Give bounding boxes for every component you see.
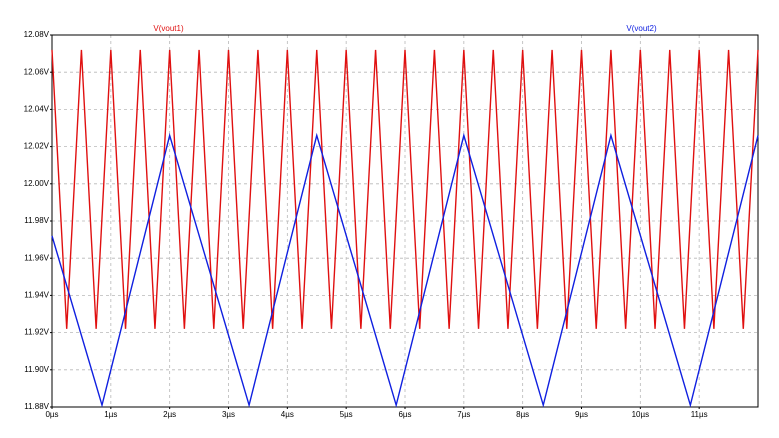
legend-entry: V(vout2) [626,24,657,33]
x-tick-label: 1µs [104,410,117,419]
x-tick-label: 6µs [398,410,411,419]
y-tick-label: 11.88V [24,402,49,411]
x-tick-label: 10µs [632,410,650,419]
y-tick-label: 12.02V [24,142,50,151]
x-tick-label: 2µs [163,410,176,419]
y-tick-label: 12.06V [24,67,50,76]
x-tick-label: 4µs [281,410,294,419]
x-tick-label: 3µs [222,410,235,419]
y-tick-label: 11.96V [24,253,49,262]
y-tick-label: 11.98V [24,216,49,225]
x-tick-label: 8µs [516,410,529,419]
x-tick-label: 5µs [340,410,353,419]
legend-entry: V(vout1) [153,24,184,33]
series-line [51,132,759,408]
x-tick-label: 9µs [575,410,588,419]
y-tick-label: 11.94V [24,291,49,300]
plot-frame [51,34,759,408]
y-tick-label: 11.90V [24,365,49,374]
x-tick-label: 11µs [691,410,708,419]
y-tick-label: 12.00V [24,179,50,188]
y-tick-label: 11.92V [24,328,49,337]
x-tick-label: 7µs [457,410,470,419]
y-tick-label: 12.08V [24,30,50,39]
y-tick-label: 12.04V [24,105,50,114]
x-tick-label: 0µs [45,410,58,419]
series-line [51,49,759,329]
